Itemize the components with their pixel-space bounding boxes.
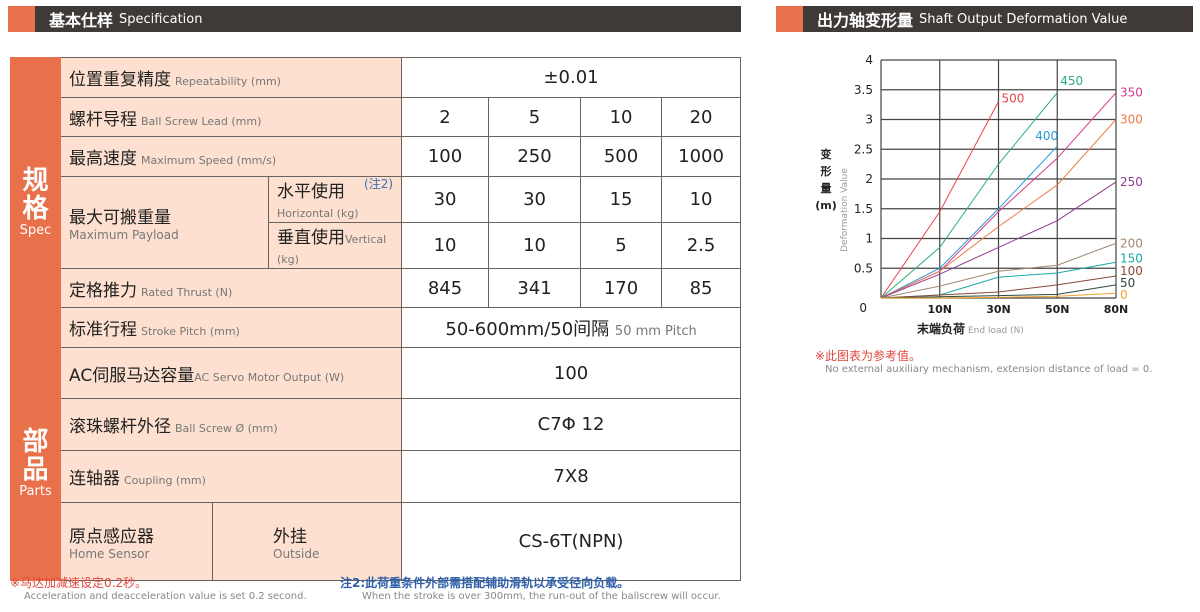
section-parts: 部品 Parts — [10, 347, 61, 581]
series-line-300 — [880, 119, 1117, 299]
header-accent — [8, 6, 35, 32]
y-label-cn: 变 — [821, 147, 832, 161]
series-label-300: 300 — [1120, 113, 1143, 127]
deformation-chart: 0.5 1 1.5 2 2.5 3 3.5 4 0 10N 30N 50N 80N 变形量 (m) Defor… — [815, 53, 1143, 336]
series-label-500: 500 — [1002, 92, 1025, 106]
series-line-450 — [880, 92, 1058, 299]
chart-footnote: ※此图表为参考值。 No external auxiliary mechanis… — [815, 349, 1153, 375]
y-tick-label: 2.5 — [854, 142, 873, 156]
series-label-250: 250 — [1120, 175, 1143, 189]
series-label-400: 400 — [1035, 129, 1058, 143]
series-label-0: 0 — [1120, 288, 1128, 302]
row-lead: 螺杆导程 Ball Screw Lead (mm) 2 5 10 20 — [11, 97, 742, 137]
series-line-0 — [881, 292, 1117, 299]
row-stroke: 标准行程 Stroke Pitch (mm) 50-600mm/50间隔 50 m… — [11, 307, 742, 348]
series-label-100: 100 — [1120, 264, 1143, 278]
series-line-400 — [880, 145, 1058, 299]
row-sensor: 原点感应器 Home Sensor 外挂 Outside CS-6T(NPN) — [11, 502, 742, 581]
row-motor: 部品 Parts AC伺服马达容量AC Servo Motor Output (W… — [10, 347, 742, 581]
y-label-cn: (m) — [815, 199, 837, 212]
series-line-100 — [880, 275, 1117, 299]
row-payload-horizontal: 最大可搬重量 Maximum Payload (注2) 水平使用Horizontal… — [11, 176, 742, 269]
footnote-2: 注2:此荷重条件外部需搭配辅助滑轨以承受径向负载。 When the strok… — [340, 576, 721, 602]
y-tick-label: 3.5 — [854, 83, 873, 97]
y-tick-label: 1 — [865, 232, 873, 246]
origin-label: 0 — [859, 301, 867, 315]
y-label-cn: 形 — [821, 165, 832, 178]
series-label-450: 450 — [1060, 74, 1083, 88]
x-tick-label: 80N — [1104, 303, 1129, 316]
series-label-200: 200 — [1120, 236, 1143, 250]
y-tick-label: 1.5 — [854, 202, 873, 216]
spec-title-en: Specification — [119, 11, 203, 27]
chart-header: 出力轴变形量 Shaft Output Deformation Value — [776, 6, 1193, 32]
series-label-150: 150 — [1120, 252, 1143, 266]
footnote-1: ※马达加减速设定0.2秒。 Acceleration and deacceler… — [10, 576, 307, 602]
x-label-en: End load (N) — [968, 326, 1024, 336]
chart-title-en: Shaft Output Deformation Value — [919, 11, 1128, 27]
y-tick-label: 4 — [865, 53, 873, 67]
chart-title-cn: 出力轴变形量 — [817, 11, 914, 30]
series-label-50: 50 — [1120, 276, 1135, 290]
y-label-cn: 量 — [821, 182, 832, 195]
series-line-200 — [880, 242, 1117, 299]
series-label-350: 350 — [1120, 86, 1143, 100]
series-line-50 — [880, 284, 1117, 299]
row-thrust: 定格推力 Rated Thrust (N) 845 341 170 85 — [11, 268, 742, 308]
section-spec: 规格 Spec — [10, 57, 61, 348]
y-tick-label: 3 — [865, 113, 873, 127]
spec-title-cn: 基本仕样 — [49, 11, 114, 30]
x-tick-label: 30N — [986, 303, 1011, 316]
series-line-500 — [880, 101, 999, 299]
series-line-250 — [880, 181, 1117, 299]
spec-header: 基本仕样 Specification — [8, 6, 741, 32]
y-label-en: Deformation Value — [840, 168, 850, 252]
row-screw: 滚珠螺杆外径 Ball Screw Ø (mm) C7Φ 12 — [11, 398, 742, 451]
header-accent — [776, 6, 803, 32]
spec-table: 规格 Spec 位置重复精度 Repeatability (mm) ±0.01 螺杆… — [10, 57, 742, 581]
y-tick-label: 2 — [865, 172, 873, 186]
y-tick-label: 0.5 — [854, 261, 873, 275]
row-payload-vertical: 垂直使用Vertical (kg) 10 10 5 2.5 — [11, 222, 742, 269]
row-coupling: 连轴器 Coupling (mm) 7X8 — [11, 450, 742, 503]
x-tick-label: 50N — [1045, 303, 1070, 316]
x-label-cn: 末端负荷 — [917, 321, 965, 336]
x-tick-label: 10N — [927, 303, 952, 316]
row-repeatability: 规格 Spec 位置重复精度 Repeatability (mm) ±0.01 — [10, 57, 742, 348]
row-speed: 最高速度 Maximum Speed (mm/s) 100 250 500 1000 — [11, 136, 742, 177]
